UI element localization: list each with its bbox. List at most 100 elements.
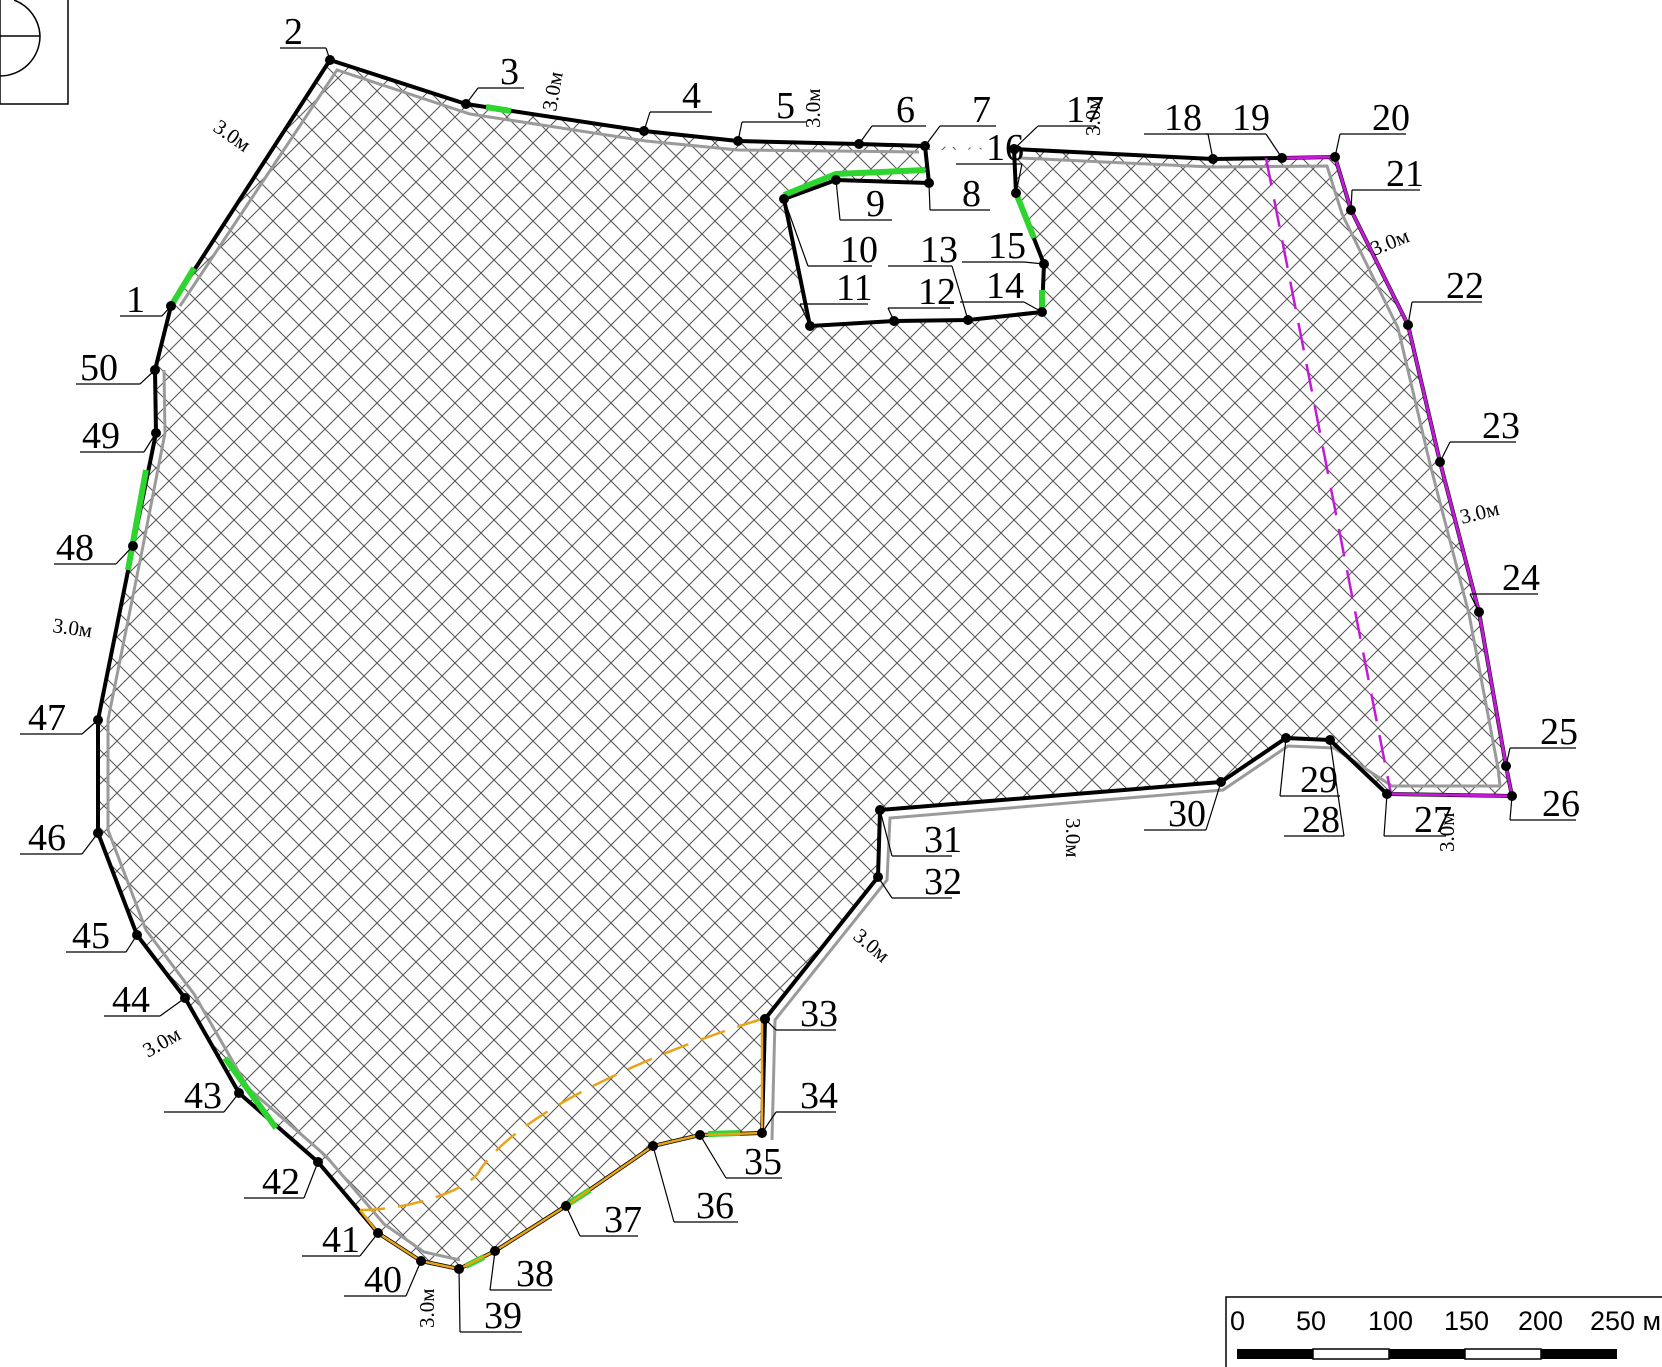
point-label-13: 13 [920, 229, 958, 271]
point-label-36: 36 [696, 1185, 734, 1227]
offset-label: 3.0м [51, 613, 94, 642]
offset-label: 3.0м [1435, 812, 1459, 852]
scale-bar-seg-2 [1312, 1348, 1390, 1360]
label-leader [799, 303, 811, 327]
point-label-31: 31 [924, 819, 962, 861]
label-leader [652, 1145, 675, 1223]
scale-bar-tick-label: 250 м [1590, 1306, 1661, 1336]
point-label-3: 3 [500, 51, 519, 93]
point-label-27: 27 [1414, 799, 1452, 841]
label-leader [1439, 441, 1451, 463]
label-leader [643, 111, 651, 132]
label-leader [835, 179, 841, 221]
label-leader [125, 934, 138, 953]
point-label-15: 15 [988, 225, 1026, 267]
label-leader [764, 1018, 777, 1031]
label-leader [887, 307, 895, 322]
point-label-39: 39 [484, 1295, 522, 1337]
point-label-16: 16 [986, 127, 1024, 169]
scale-bar-seg-4 [1464, 1348, 1542, 1360]
point-label-43: 43 [184, 1075, 222, 1117]
label-leader [877, 876, 893, 899]
label-leader [1350, 189, 1353, 211]
offset-label: 3.0м [849, 923, 895, 967]
label-leader [858, 125, 873, 145]
point-label-37: 37 [604, 1199, 642, 1241]
point-label-47: 47 [28, 697, 66, 739]
point-label-45: 45 [72, 915, 110, 957]
label-leader [81, 719, 99, 735]
label-leader [783, 198, 809, 267]
label-leader [1207, 133, 1214, 160]
point-label-49: 49 [82, 415, 120, 457]
label-leader [81, 832, 99, 855]
point-label-40: 40 [364, 1259, 402, 1301]
label-leader [1023, 261, 1045, 265]
label-leader [1015, 163, 1023, 194]
label-leader [139, 369, 156, 385]
point-label-41: 41 [322, 1219, 360, 1261]
offset-label: 3.0м [1367, 224, 1413, 261]
scale-bar-ticks: 0 50 100 150 200 250 м [1230, 1306, 1661, 1336]
point-label-18: 18 [1164, 97, 1202, 139]
point-label-19: 19 [1232, 97, 1270, 139]
label-leader [325, 47, 331, 61]
point-label-38: 38 [516, 1253, 554, 1295]
point-label-14: 14 [986, 265, 1024, 307]
magenta-segments [1264, 155, 1514, 798]
point-label-9: 9 [866, 183, 885, 225]
point-label-25: 25 [1540, 711, 1578, 753]
point-label-42: 42 [262, 1161, 300, 1203]
point-label-11: 11 [836, 267, 873, 309]
offset-label: 3.0м [1081, 96, 1105, 136]
label-leader [1205, 781, 1222, 831]
scale-bar-seg-5 [1541, 1349, 1617, 1359]
scale-bar-seg-3 [1389, 1349, 1465, 1359]
label-leader [1407, 301, 1413, 326]
label-leader [159, 997, 186, 1017]
label-leader [928, 182, 931, 211]
point-label-46: 46 [28, 817, 66, 859]
label-leader [1469, 593, 1480, 613]
point-label-21: 21 [1386, 153, 1424, 195]
label-leader [465, 87, 479, 105]
offset-label: 3.0м [209, 114, 255, 156]
label-leader [761, 1111, 777, 1134]
offset-label: 3.0м [415, 1288, 439, 1328]
compass-circle-icon [0, 0, 69, 105]
label-leader [1509, 795, 1513, 821]
label-leader [1383, 793, 1388, 837]
point-label-10: 10 [840, 229, 878, 271]
scale-bar-tick-label: 150 [1444, 1306, 1489, 1336]
label-leader [1279, 737, 1287, 797]
point-label-4: 4 [682, 75, 701, 117]
label-leader [1329, 739, 1345, 837]
point-label-7: 7 [972, 89, 991, 131]
point-label-32: 32 [924, 861, 962, 903]
point-label-5: 5 [776, 85, 795, 127]
scale-bar-tick-label: 100 [1368, 1306, 1413, 1336]
point-label-29: 29 [1300, 759, 1338, 801]
point-label-33: 33 [800, 993, 838, 1035]
offset-lines [106, 68, 1502, 1262]
point-label-26: 26 [1542, 783, 1580, 825]
offset-label: 3.0м [801, 88, 825, 128]
offset-label: 3.0м [537, 70, 568, 113]
point-label-44: 44 [112, 979, 150, 1021]
label-leader [161, 305, 172, 317]
scale-bar-seg-1 [1237, 1349, 1313, 1359]
offset-label: 3.0м [1457, 496, 1501, 529]
label-leader [924, 125, 941, 147]
point-label-34: 34 [800, 1075, 838, 1117]
scale-bar: 0 50 100 150 200 250 м [1225, 1296, 1662, 1367]
point-label-22: 22 [1446, 265, 1484, 307]
point-label-30: 30 [1168, 793, 1206, 835]
point-label-6: 6 [896, 89, 915, 131]
scale-bar-tick-label: 200 [1518, 1306, 1563, 1336]
label-leader [223, 1092, 240, 1113]
label-leader [565, 1205, 581, 1237]
label-leader [1334, 133, 1341, 158]
point-label-50: 50 [80, 347, 118, 389]
label-leader [1023, 301, 1043, 313]
